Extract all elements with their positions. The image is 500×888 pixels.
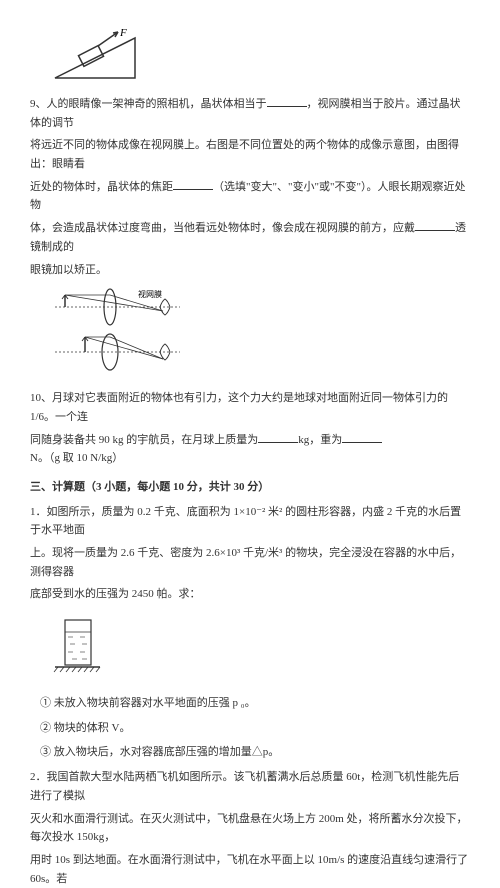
blank	[342, 431, 382, 443]
q10-l2b: kg，重为	[298, 434, 342, 446]
q9-text: 9、人的眼睛像一架神奇的照相机，晶状体相当于，视网膜相当于胶片。通过晶状体的调节	[30, 95, 470, 132]
q9-text4: 体，会造成晶状体过度弯曲，当他看远处物体时，像会成在视网膜的前方，应戴透镜制成的	[30, 219, 470, 256]
p1-l2: 上。现将一质量为 2.6 千克、密度为 2.6×10³ 千克/米³ 的物块，完全…	[30, 544, 470, 581]
p1-l1: 1．如图所示，质量为 0.2 千克、底面积为 1×10⁻² 米² 的圆柱形容器，…	[30, 503, 470, 540]
q9-l2: 将远近不同的物体成像在视网膜上。右图是不同位置处的两个物体的成像示意图，由图得出…	[30, 136, 470, 173]
p2-l3: 用时 10s 到达地面。在水面滑行测试中，飞机在水平面上以 10m/s 的速度沿…	[30, 851, 470, 888]
q10-text2: 同随身装备共 90 kg 的宇航员，在月球上质量为 kg，重为 N。（g 取 10 …	[30, 431, 470, 468]
p1-s2: ② 物块的体积 V。	[40, 719, 470, 738]
q10-l2a: 同随身装备共 90 kg 的宇航员，在月球上质量为	[30, 434, 258, 446]
section3-title: 三、计算题（3 小题，每小题 10 分，共计 30 分）	[30, 478, 470, 497]
incline-diagram: F	[50, 28, 470, 83]
p2-l1: 2．我国首款大型水陆两栖飞机如图所示。该飞机蓄满水后总质量 60t，检测飞机性能…	[30, 768, 470, 805]
container-diagram	[50, 612, 470, 682]
q9-text3: 近处的物体时，晶状体的焦距（选填"变大"、"变小"或"不变"）。人眼长期观察近处…	[30, 178, 470, 215]
p2-l2: 灭火和水面滑行测试。在灭火测试中，飞机盘悬在火场上方 200m 处，将所蓄水分次…	[30, 810, 470, 847]
p1-s1: ① 未放入物块前容器对水平地面的压强 p ₀。	[40, 694, 470, 713]
blank	[173, 178, 213, 190]
p1-s3: ③ 放入物块后，水对容器底部压强的增加量△p。	[40, 743, 470, 762]
q9-l5: 眼镜加以矫正。	[30, 261, 470, 280]
svg-text:视网膜: 视网膜	[138, 289, 162, 299]
blank	[267, 95, 307, 107]
p1-l3: 底部受到水的压强为 2450 帕。求：	[30, 585, 470, 604]
eye-lens-diagram: 视网膜	[50, 287, 470, 377]
q10-l2c: N。（g 取 10 N/kg）	[30, 452, 123, 464]
q10-l1: 10、月球对它表面附近的物体也有引力，这个力大约是地球对地面附近同一物体引力的 …	[30, 389, 470, 426]
blank	[258, 431, 298, 443]
blank	[415, 219, 455, 231]
q9-l1a: 9、人的眼睛像一架神奇的照相机，晶状体相当于	[30, 98, 267, 110]
q9-l4a: 体，会造成晶状体过度弯曲，当他看远处物体时，像会成在视网膜的前方，应戴	[30, 222, 415, 234]
svg-text:F: F	[119, 28, 127, 39]
q9-l3a: 近处的物体时，晶状体的焦距	[30, 181, 173, 193]
